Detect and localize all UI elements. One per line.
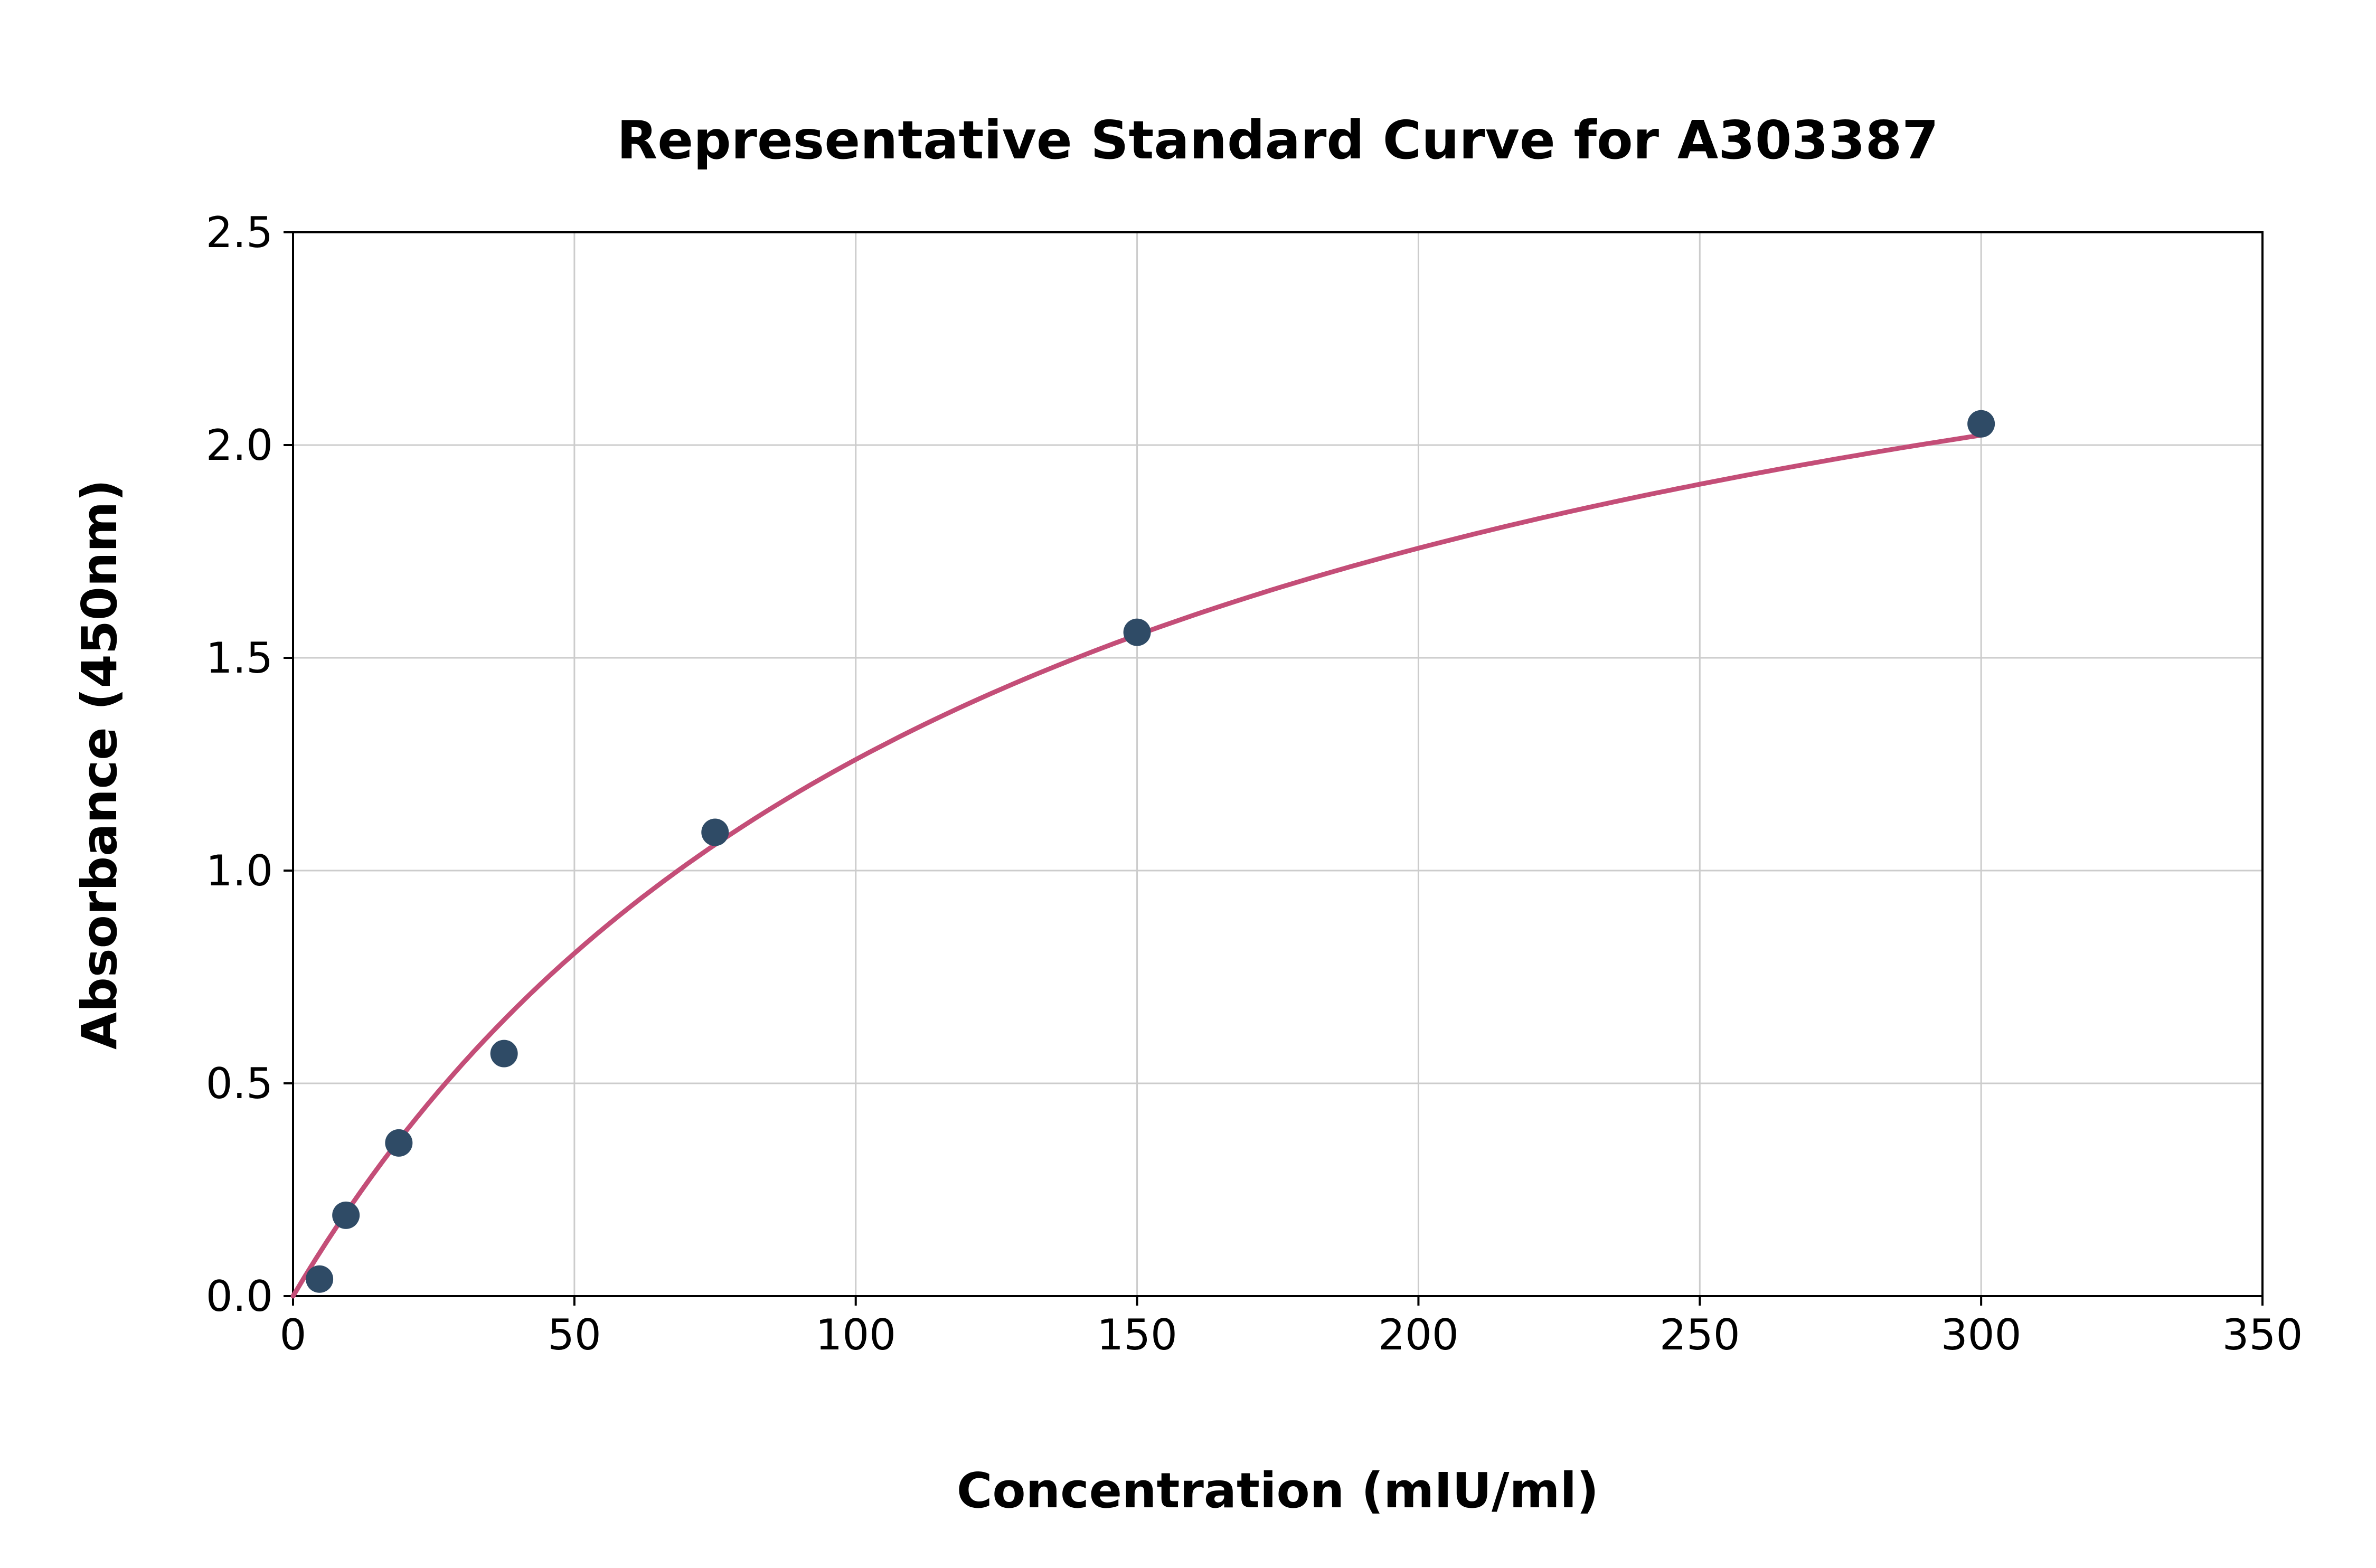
y-tick-label: 0.0 — [206, 1272, 273, 1321]
y-axis-tick-labels: 0.0 0.5 1.0 1.5 2.0 2.5 — [206, 208, 273, 1321]
x-tick-label: 100 — [815, 1310, 896, 1359]
data-point — [1123, 618, 1151, 646]
data-point — [490, 1040, 518, 1068]
data-points — [306, 410, 1995, 1293]
chart-title: Representative Standard Curve for A30338… — [617, 109, 1938, 171]
x-tick-label: 0 — [280, 1310, 307, 1359]
x-axis-label: Concentration (mIU/ml) — [957, 1462, 1599, 1519]
x-tick-label: 250 — [1660, 1310, 1740, 1359]
y-tick-label: 2.0 — [206, 421, 273, 470]
y-tick-label: 0.5 — [206, 1059, 273, 1108]
x-tick-label: 350 — [2222, 1310, 2303, 1359]
axis-tick-marks — [284, 231, 2264, 1306]
data-point — [701, 818, 729, 846]
y-tick-label: 2.5 — [206, 208, 273, 257]
data-point — [332, 1201, 360, 1229]
x-tick-label: 200 — [1378, 1310, 1459, 1359]
y-tick-label: 1.5 — [206, 634, 273, 683]
y-axis-label: Absorbance (450nm) — [71, 479, 128, 1050]
y-tick-label: 1.0 — [206, 846, 273, 895]
data-point — [306, 1265, 334, 1293]
x-tick-label: 150 — [1097, 1310, 1177, 1359]
x-tick-label: 300 — [1941, 1310, 2022, 1359]
data-point — [385, 1129, 413, 1157]
data-point — [1967, 410, 1995, 438]
x-tick-label: 50 — [548, 1310, 601, 1359]
x-axis-tick-labels: 0 50 100 150 200 250 300 350 — [280, 1310, 2303, 1359]
plot-frame — [292, 231, 2264, 1297]
gridlines — [292, 231, 2264, 1297]
